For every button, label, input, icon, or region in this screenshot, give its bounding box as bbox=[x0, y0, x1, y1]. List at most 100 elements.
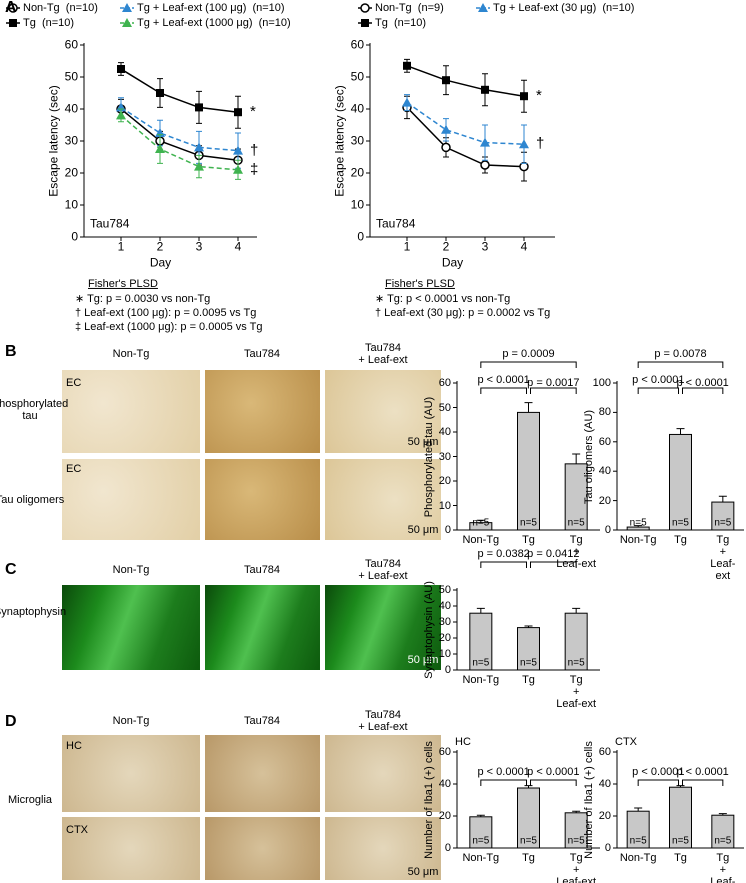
y-axis-label: Number of Iba1 (+) cells bbox=[582, 741, 595, 859]
marker bbox=[117, 65, 125, 73]
y-tick-label: 40 bbox=[438, 777, 451, 790]
x-tick-label: Non-Tg bbox=[462, 534, 500, 546]
x-tick-label: 3 bbox=[195, 239, 203, 254]
y-tick-label: 30 bbox=[64, 133, 78, 148]
bar bbox=[517, 411, 540, 531]
n-label: n=5 bbox=[714, 517, 732, 529]
series-line bbox=[120, 108, 239, 161]
micrograph bbox=[62, 735, 200, 812]
x-tick-label: Tg + Leaf-ext bbox=[710, 852, 736, 883]
y-tick-label: 10 bbox=[64, 197, 78, 212]
p-value: p < 0.0001 bbox=[632, 765, 685, 778]
y-tick-label: 30 bbox=[438, 615, 451, 628]
y-tick-label: 20 bbox=[598, 809, 611, 822]
series-line bbox=[406, 106, 525, 168]
significance-bracket bbox=[682, 779, 724, 786]
scale-label: 50 μm bbox=[407, 865, 439, 878]
scale-label: 50 μm bbox=[407, 653, 439, 666]
x-axis-label: Day bbox=[149, 255, 172, 270]
marker bbox=[233, 164, 243, 174]
x-axis-label: Day bbox=[441, 255, 464, 270]
y-tick-label: 60 bbox=[350, 37, 364, 52]
panel-letter: B bbox=[5, 343, 17, 361]
stats-line: † Leaf-ext (30 μg): p = 0.0002 vs Tg bbox=[375, 306, 551, 319]
marker bbox=[8, 3, 18, 13]
column-header: Tau784 bbox=[243, 347, 281, 360]
marker bbox=[442, 76, 450, 85]
region-label: HC bbox=[66, 739, 82, 752]
significance-bracket bbox=[637, 361, 724, 368]
y-tick-label: 60 bbox=[438, 376, 451, 389]
micrograph bbox=[62, 585, 200, 670]
n-label: n=5 bbox=[520, 517, 537, 529]
x-tick-label: Non-Tg bbox=[462, 852, 500, 864]
n-label: n=5 bbox=[672, 517, 689, 529]
y-tick-label: 40 bbox=[598, 777, 611, 790]
p-value: p < 0.0001 bbox=[676, 376, 729, 389]
x-tick-label: Non-Tg bbox=[619, 534, 657, 546]
significance-bracket bbox=[480, 561, 527, 568]
x-tick-label: Tg + Leaf-ext bbox=[556, 852, 597, 883]
x-tick-label: Tg bbox=[522, 852, 535, 864]
marker bbox=[234, 108, 242, 117]
micrograph bbox=[62, 370, 200, 453]
panel-letter: C bbox=[5, 561, 17, 579]
marker bbox=[194, 161, 204, 171]
significance-bracket bbox=[637, 387, 679, 394]
y-tick-label: 20 bbox=[64, 165, 78, 180]
p-value: p = 0.0017 bbox=[527, 376, 580, 389]
n-label: n=5 bbox=[567, 517, 585, 529]
y-tick-label: 0 bbox=[604, 523, 611, 536]
x-tick-label: Tg bbox=[674, 852, 687, 864]
x-tick-label: Tg bbox=[522, 534, 535, 546]
x-tick-label: Non-Tg bbox=[462, 674, 500, 686]
significance-bracket bbox=[480, 361, 577, 368]
x-tick-label: Tg + Leaf-ext bbox=[556, 534, 597, 571]
x-tick-label: 4 bbox=[520, 239, 528, 254]
annotation: ‡ bbox=[250, 160, 259, 178]
annotation: † bbox=[536, 134, 545, 152]
error-bar bbox=[634, 807, 643, 812]
y-tick-label: 40 bbox=[350, 101, 364, 116]
micrograph bbox=[205, 370, 320, 453]
column-header: Tau784 + Leaf-ext bbox=[358, 708, 408, 733]
y-tick-label: 20 bbox=[350, 165, 364, 180]
y-tick-label: 0 bbox=[71, 229, 78, 244]
n-label: n=5 bbox=[567, 835, 585, 847]
error-bar bbox=[476, 814, 485, 817]
p-value: p < 0.0001 bbox=[632, 373, 685, 386]
row-label: Microglia bbox=[7, 793, 53, 806]
stats-line: ∗ Tg: p < 0.0001 vs non-Tg bbox=[375, 292, 511, 305]
marker bbox=[233, 145, 243, 155]
legend-label: Tg (n=10) bbox=[23, 16, 75, 29]
n-label: n=5 bbox=[520, 657, 537, 669]
micrograph bbox=[325, 585, 441, 670]
y-tick-label: 20 bbox=[438, 631, 451, 644]
error-bar bbox=[676, 785, 685, 788]
annotation: † bbox=[250, 141, 259, 159]
marker bbox=[519, 139, 529, 149]
panel-letter: A bbox=[5, 0, 17, 17]
micrograph bbox=[325, 735, 441, 812]
y-axis-label: Synaptophysin (AU) bbox=[422, 581, 435, 679]
p-value: p < 0.0001 bbox=[527, 765, 580, 778]
region-label: CTX bbox=[66, 823, 88, 836]
series-line bbox=[406, 101, 525, 145]
micrograph bbox=[62, 459, 200, 540]
n-label: n=5 bbox=[714, 835, 732, 847]
bar bbox=[669, 433, 692, 531]
legend-label: Tg + Leaf-ext (1000 μg) (n=10) bbox=[137, 16, 291, 29]
region-label: EC bbox=[66, 462, 82, 475]
significance-bracket bbox=[530, 779, 577, 786]
marker bbox=[402, 97, 412, 107]
y-tick-label: 60 bbox=[64, 37, 78, 52]
marker bbox=[480, 137, 490, 147]
n-label: n=5 bbox=[472, 835, 490, 847]
error-bar bbox=[718, 495, 727, 503]
y-tick-label: 60 bbox=[598, 435, 611, 448]
y-axis-label: Tau oligomers (AU) bbox=[582, 409, 595, 504]
x-tick-label: 3 bbox=[481, 239, 489, 254]
legend-label: Non-Tg (n=10) bbox=[23, 1, 98, 14]
p-value: p < 0.0001 bbox=[477, 373, 530, 386]
panel-letter: D bbox=[5, 713, 17, 731]
